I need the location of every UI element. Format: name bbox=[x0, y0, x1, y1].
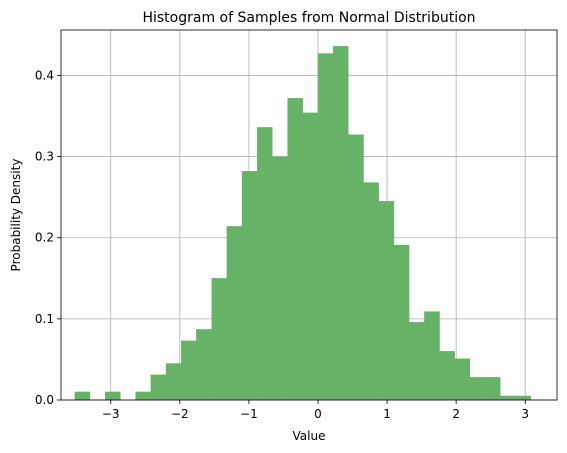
histogram-bars bbox=[74, 46, 531, 401]
histogram-bar bbox=[454, 358, 471, 401]
histogram-bar bbox=[181, 340, 197, 401]
histogram-bar bbox=[287, 98, 303, 401]
histogram-bar bbox=[257, 127, 273, 401]
y-tick-label: 0.2 bbox=[35, 231, 54, 245]
histogram-bar bbox=[348, 134, 364, 401]
plot-frame bbox=[60, 29, 558, 401]
x-tick-label: −3 bbox=[102, 407, 120, 421]
histogram-bar bbox=[196, 329, 212, 401]
x-tick-label: 2 bbox=[452, 407, 460, 421]
histogram-bar bbox=[363, 182, 379, 401]
x-axis-label: Value bbox=[293, 429, 326, 443]
histogram-bar bbox=[165, 363, 182, 401]
histogram-bar bbox=[105, 391, 121, 401]
x-axis-ticks: −3 −2 −1 0 1 2 3 bbox=[102, 400, 529, 421]
histogram-bar bbox=[226, 226, 243, 401]
y-tick-label: 0.4 bbox=[35, 68, 54, 82]
histogram-bar bbox=[74, 391, 91, 401]
y-axis-label: Probability Density bbox=[9, 159, 23, 272]
histogram-bar bbox=[135, 391, 151, 401]
y-tick-label: 0.3 bbox=[35, 150, 54, 164]
histogram-bar bbox=[241, 171, 258, 401]
histogram-bar bbox=[424, 311, 440, 401]
chart-title: Histogram of Samples from Normal Distrib… bbox=[142, 10, 475, 26]
histogram-bar bbox=[333, 46, 349, 401]
histogram-bar bbox=[485, 377, 501, 401]
x-tick-label: 0 bbox=[314, 407, 322, 421]
histogram-bar bbox=[409, 321, 425, 401]
histogram-bar bbox=[272, 156, 288, 401]
histogram-bar bbox=[393, 244, 410, 401]
histogram-bar bbox=[500, 395, 516, 401]
x-tick-label: −2 bbox=[171, 407, 189, 421]
y-tick-label: 0.0 bbox=[35, 393, 54, 407]
histogram-bar bbox=[211, 278, 227, 401]
histogram-bar bbox=[317, 53, 334, 401]
x-tick-label: −1 bbox=[240, 407, 258, 421]
x-tick-label: 3 bbox=[521, 407, 529, 421]
histogram-bar bbox=[378, 201, 395, 401]
histogram-bar bbox=[150, 374, 167, 401]
histogram-bar bbox=[469, 377, 486, 401]
y-tick-label: 0.1 bbox=[35, 312, 54, 326]
histogram-bar bbox=[439, 351, 455, 401]
histogram-bar bbox=[515, 395, 531, 401]
x-tick-label: 1 bbox=[383, 407, 391, 421]
y-axis-ticks: 0.0 0.1 0.2 0.3 0.4 bbox=[35, 68, 61, 407]
histogram-bar bbox=[302, 112, 319, 401]
